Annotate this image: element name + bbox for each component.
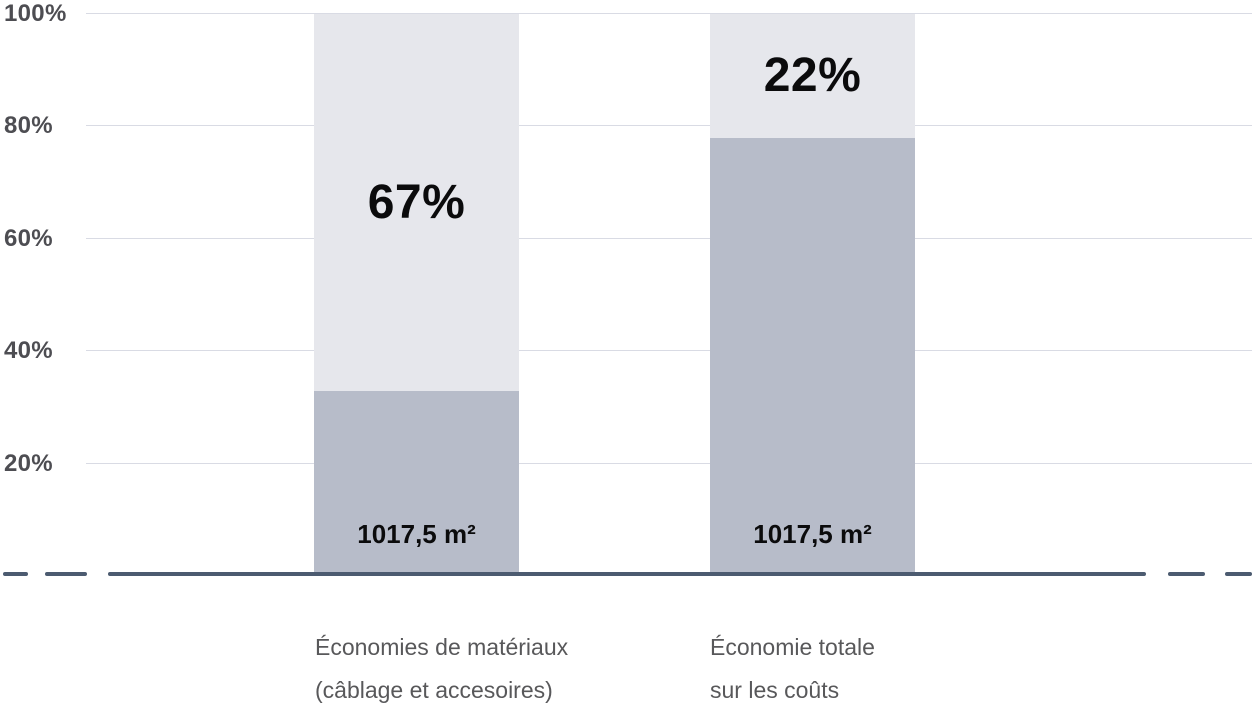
x-label-line: sur les coûts xyxy=(710,677,840,703)
x-label-line: (câblage et accesoires) xyxy=(315,677,553,703)
bar1-area-label: 1017,5 m² xyxy=(357,518,476,549)
baseline-dash xyxy=(1168,572,1205,576)
y-tick-label-100: 100% xyxy=(4,0,67,27)
gridline-80 xyxy=(86,125,1252,127)
gridline-60 xyxy=(86,237,1252,239)
bar-economie-totale: 22% 1017,5 m² xyxy=(710,14,915,576)
gridline-20 xyxy=(86,462,1252,464)
bar1-base-segment: 1017,5 m² xyxy=(314,390,519,576)
x-axis-label-economie-totale: Économie totale sur les coûts xyxy=(710,626,875,712)
x-label-line: Économies de matériaux xyxy=(315,634,569,660)
y-tick-label-80: 80% xyxy=(4,112,53,140)
y-tick-label-20: 20% xyxy=(4,449,53,477)
bar2-percent-label: 22% xyxy=(763,49,862,103)
baseline-solid xyxy=(108,572,1146,576)
plot-area: 100% 80% 60% 40% 20% 67% 1017,5 m² xyxy=(0,0,1252,576)
bar2-top-segment: 22% xyxy=(710,14,915,138)
y-tick-label-60: 60% xyxy=(4,224,53,252)
y-tick-label-40: 40% xyxy=(4,337,53,365)
gridline-40 xyxy=(86,350,1252,352)
baseline-dash xyxy=(1225,572,1252,576)
baseline-dash xyxy=(3,572,28,576)
bar2-area-label: 1017,5 m² xyxy=(753,518,872,549)
bar1-top-segment: 67% xyxy=(314,14,519,391)
bar1-percent-label: 67% xyxy=(367,175,466,229)
x-axis-label-economies-materiaux: Économies de matériaux (câblage et acces… xyxy=(315,626,568,712)
gridline-100 xyxy=(86,13,1252,14)
x-label-line: Économie totale xyxy=(710,634,875,660)
x-axis-baseline xyxy=(0,572,1252,576)
bar-economies-de-materiaux: 67% 1017,5 m² xyxy=(314,14,519,576)
bar2-base-segment: 1017,5 m² xyxy=(710,137,915,576)
baseline-dash xyxy=(45,572,87,576)
